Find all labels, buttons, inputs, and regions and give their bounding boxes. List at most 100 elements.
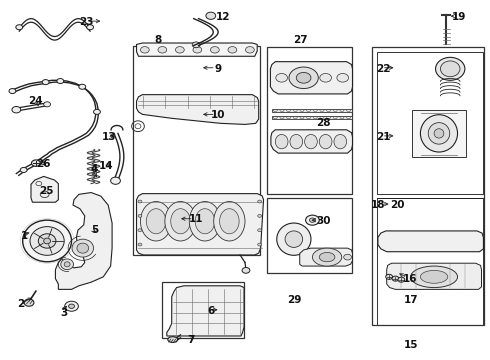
Polygon shape	[31, 176, 58, 202]
Ellipse shape	[31, 160, 40, 166]
Ellipse shape	[211, 46, 219, 53]
Ellipse shape	[44, 102, 50, 107]
Text: 14: 14	[98, 161, 113, 171]
Text: 17: 17	[404, 295, 418, 305]
Ellipse shape	[398, 277, 405, 282]
Text: 7: 7	[188, 334, 195, 345]
Text: 16: 16	[403, 274, 417, 284]
Text: 18: 18	[370, 200, 385, 210]
Text: 19: 19	[452, 12, 466, 22]
Polygon shape	[378, 231, 484, 252]
Ellipse shape	[193, 46, 202, 53]
Text: 12: 12	[216, 12, 230, 22]
Ellipse shape	[319, 252, 335, 262]
Ellipse shape	[72, 239, 94, 257]
Text: 27: 27	[294, 35, 308, 45]
Bar	[162, 282, 244, 338]
Ellipse shape	[69, 304, 74, 309]
Ellipse shape	[61, 259, 74, 270]
Polygon shape	[137, 194, 264, 255]
Ellipse shape	[320, 73, 331, 82]
Polygon shape	[137, 43, 257, 56]
Polygon shape	[387, 263, 482, 289]
Ellipse shape	[42, 80, 49, 85]
Ellipse shape	[171, 209, 190, 234]
Ellipse shape	[334, 134, 346, 149]
Ellipse shape	[276, 73, 288, 82]
Ellipse shape	[23, 220, 72, 262]
Ellipse shape	[30, 226, 64, 255]
Bar	[372, 47, 485, 325]
Text: 29: 29	[287, 295, 301, 305]
Ellipse shape	[245, 46, 254, 53]
Ellipse shape	[305, 134, 318, 149]
Polygon shape	[137, 95, 259, 125]
Bar	[267, 198, 352, 273]
Text: 24: 24	[28, 96, 43, 106]
Ellipse shape	[343, 254, 351, 260]
Ellipse shape	[386, 274, 392, 279]
Ellipse shape	[289, 67, 318, 89]
Ellipse shape	[310, 218, 316, 222]
Ellipse shape	[228, 46, 237, 53]
Ellipse shape	[94, 109, 100, 114]
Text: 5: 5	[91, 225, 98, 235]
Text: 28: 28	[316, 118, 330, 128]
Ellipse shape	[258, 243, 262, 246]
Ellipse shape	[189, 202, 220, 241]
Polygon shape	[272, 109, 351, 112]
Text: 10: 10	[211, 111, 225, 121]
Polygon shape	[272, 116, 351, 119]
Ellipse shape	[306, 215, 319, 225]
Ellipse shape	[258, 200, 262, 203]
Ellipse shape	[285, 231, 303, 247]
Text: 20: 20	[390, 200, 405, 210]
Ellipse shape	[57, 78, 64, 84]
Ellipse shape	[313, 248, 342, 266]
Ellipse shape	[44, 238, 50, 244]
Bar	[133, 45, 260, 255]
Ellipse shape	[277, 223, 311, 255]
Ellipse shape	[206, 12, 216, 19]
Text: 13: 13	[102, 132, 117, 142]
Ellipse shape	[392, 276, 399, 281]
Ellipse shape	[337, 73, 348, 82]
Ellipse shape	[420, 115, 458, 152]
Text: 6: 6	[207, 306, 215, 316]
Polygon shape	[270, 62, 352, 94]
Ellipse shape	[242, 267, 250, 273]
Polygon shape	[271, 130, 352, 153]
Text: 9: 9	[215, 64, 221, 74]
Ellipse shape	[168, 337, 177, 342]
Ellipse shape	[20, 167, 27, 172]
Ellipse shape	[258, 229, 262, 231]
Text: 23: 23	[79, 17, 94, 27]
Ellipse shape	[434, 129, 444, 138]
Text: 30: 30	[316, 216, 330, 226]
Ellipse shape	[141, 202, 172, 241]
Ellipse shape	[64, 262, 70, 267]
Ellipse shape	[138, 243, 142, 246]
Ellipse shape	[138, 215, 142, 217]
Ellipse shape	[275, 134, 288, 149]
Text: 22: 22	[376, 64, 391, 74]
Polygon shape	[55, 193, 112, 289]
Ellipse shape	[141, 46, 149, 53]
Text: 26: 26	[36, 159, 51, 169]
Text: 21: 21	[376, 132, 391, 142]
Polygon shape	[167, 286, 244, 336]
Ellipse shape	[436, 57, 465, 80]
Text: 15: 15	[404, 340, 418, 350]
Ellipse shape	[428, 123, 450, 144]
Text: 8: 8	[154, 35, 162, 45]
Ellipse shape	[258, 215, 262, 217]
Ellipse shape	[158, 46, 167, 53]
Ellipse shape	[214, 202, 245, 241]
Bar	[377, 51, 484, 194]
Ellipse shape	[420, 270, 448, 283]
Bar	[267, 47, 352, 194]
Ellipse shape	[319, 134, 332, 149]
Ellipse shape	[65, 301, 78, 311]
Ellipse shape	[38, 234, 56, 248]
Ellipse shape	[290, 134, 303, 149]
